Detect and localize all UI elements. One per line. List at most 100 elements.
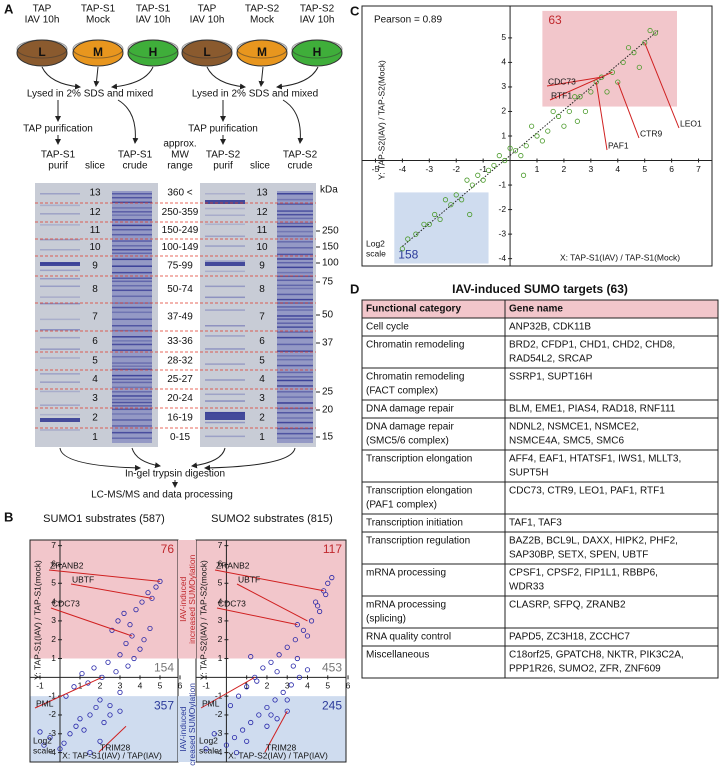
dish-letter: L xyxy=(203,45,210,59)
point xyxy=(37,729,43,735)
y-tick-label: 5 xyxy=(218,578,223,588)
gel-band xyxy=(40,213,80,215)
point xyxy=(276,652,282,658)
point xyxy=(141,637,147,643)
dish-rim xyxy=(16,39,68,59)
point xyxy=(223,742,230,748)
gel-band xyxy=(40,238,80,241)
point xyxy=(496,153,502,159)
panel-label: A xyxy=(4,1,14,16)
gel-band xyxy=(277,376,313,378)
point xyxy=(272,697,278,703)
panel-label: B xyxy=(4,509,13,524)
point xyxy=(264,723,270,729)
y-tick-label: 2 xyxy=(51,634,56,644)
region xyxy=(30,696,178,762)
table-row xyxy=(361,595,719,629)
mw-range: 75-99 xyxy=(167,261,193,272)
point xyxy=(539,138,545,144)
scale-note: Log2 xyxy=(33,735,52,745)
gel-band xyxy=(277,379,313,382)
genes-cell: C18orf25, GPATCH8, NKTR, PIK3C2A, xyxy=(509,650,684,661)
arrow xyxy=(117,99,139,144)
gel-band xyxy=(40,285,80,288)
gel-band xyxy=(112,374,152,377)
y-tick-label: 3 xyxy=(501,81,506,91)
point xyxy=(244,684,250,690)
point xyxy=(41,742,47,748)
point xyxy=(227,702,234,709)
point xyxy=(631,50,637,56)
side-label: IAV-induced xyxy=(178,576,188,621)
slice-number: 4 xyxy=(259,374,265,385)
region-count: 357 xyxy=(154,698,174,712)
gel-band xyxy=(40,348,80,350)
point xyxy=(260,665,266,671)
slice-number: 9 xyxy=(92,261,98,272)
y-tick-label: -1 xyxy=(48,690,56,700)
chart-title: SUMO2 substrates (815) xyxy=(211,513,333,525)
table-row xyxy=(361,531,719,565)
x-tick-label: 6 xyxy=(178,681,183,691)
annotation-line xyxy=(48,569,161,582)
side-label: increased SUMOylation xyxy=(187,554,197,644)
annotation-line xyxy=(34,676,103,709)
point xyxy=(107,712,113,718)
scale-note: scale xyxy=(199,745,219,755)
scale-note: Log2 xyxy=(366,238,385,248)
point xyxy=(147,625,153,632)
column-header: TAP-S2 xyxy=(283,150,318,161)
region-count: 117 xyxy=(323,542,342,556)
kda-marker: 37 xyxy=(322,338,334,349)
step-text: In-gel trypsin digestion xyxy=(125,469,225,480)
y-tick-label: 6 xyxy=(218,559,223,569)
gel-band xyxy=(112,233,152,236)
y-tick-label: -1 xyxy=(215,690,223,700)
gel-band xyxy=(112,219,152,221)
point xyxy=(545,128,551,134)
gel-band xyxy=(277,336,313,339)
gel-band xyxy=(112,318,152,321)
x-tick-label: 2 xyxy=(98,681,103,691)
gel-band xyxy=(40,418,80,422)
gel-band xyxy=(277,427,313,430)
annotation-label: PAF1 xyxy=(608,140,629,150)
point xyxy=(211,731,217,737)
step-text: TAP purification xyxy=(23,124,93,135)
gel-band xyxy=(112,419,152,421)
kda-marker: 75 xyxy=(322,277,334,288)
annotation-label: TRIM28 xyxy=(100,742,131,752)
dish-rim xyxy=(291,39,343,59)
gel-band xyxy=(277,203,313,205)
arrow xyxy=(93,66,100,87)
x-tick-label: -4 xyxy=(399,164,407,174)
gel-band xyxy=(205,296,245,299)
gel-band xyxy=(112,245,152,247)
point xyxy=(81,727,87,733)
gel-band xyxy=(277,253,313,256)
y-tick-label: 7 xyxy=(51,540,56,550)
gel-band xyxy=(112,368,152,371)
column-header: TAP-S1 xyxy=(118,150,153,161)
point xyxy=(67,731,73,737)
point xyxy=(133,607,139,613)
table-title: IAV-induced SUMO targets (63) xyxy=(452,282,628,296)
gel-band xyxy=(277,193,313,195)
gel-band xyxy=(112,355,152,358)
annotation-line xyxy=(264,710,288,753)
gel-band xyxy=(112,248,152,251)
gel-band xyxy=(205,400,245,402)
dish-label: IAV 10h xyxy=(25,15,60,26)
point xyxy=(620,59,626,66)
point xyxy=(413,231,419,237)
point xyxy=(485,167,492,173)
gel-band xyxy=(205,193,245,195)
x-tick-label: 4 xyxy=(138,681,143,691)
gel-band xyxy=(277,421,313,424)
y-axis-label: Y: TAP-S2(IAV) / TAP-S2(Mock) xyxy=(376,60,386,180)
point xyxy=(87,749,93,756)
point xyxy=(502,157,508,164)
point xyxy=(97,738,103,744)
gel-band xyxy=(205,262,245,266)
gel-band xyxy=(40,262,80,266)
